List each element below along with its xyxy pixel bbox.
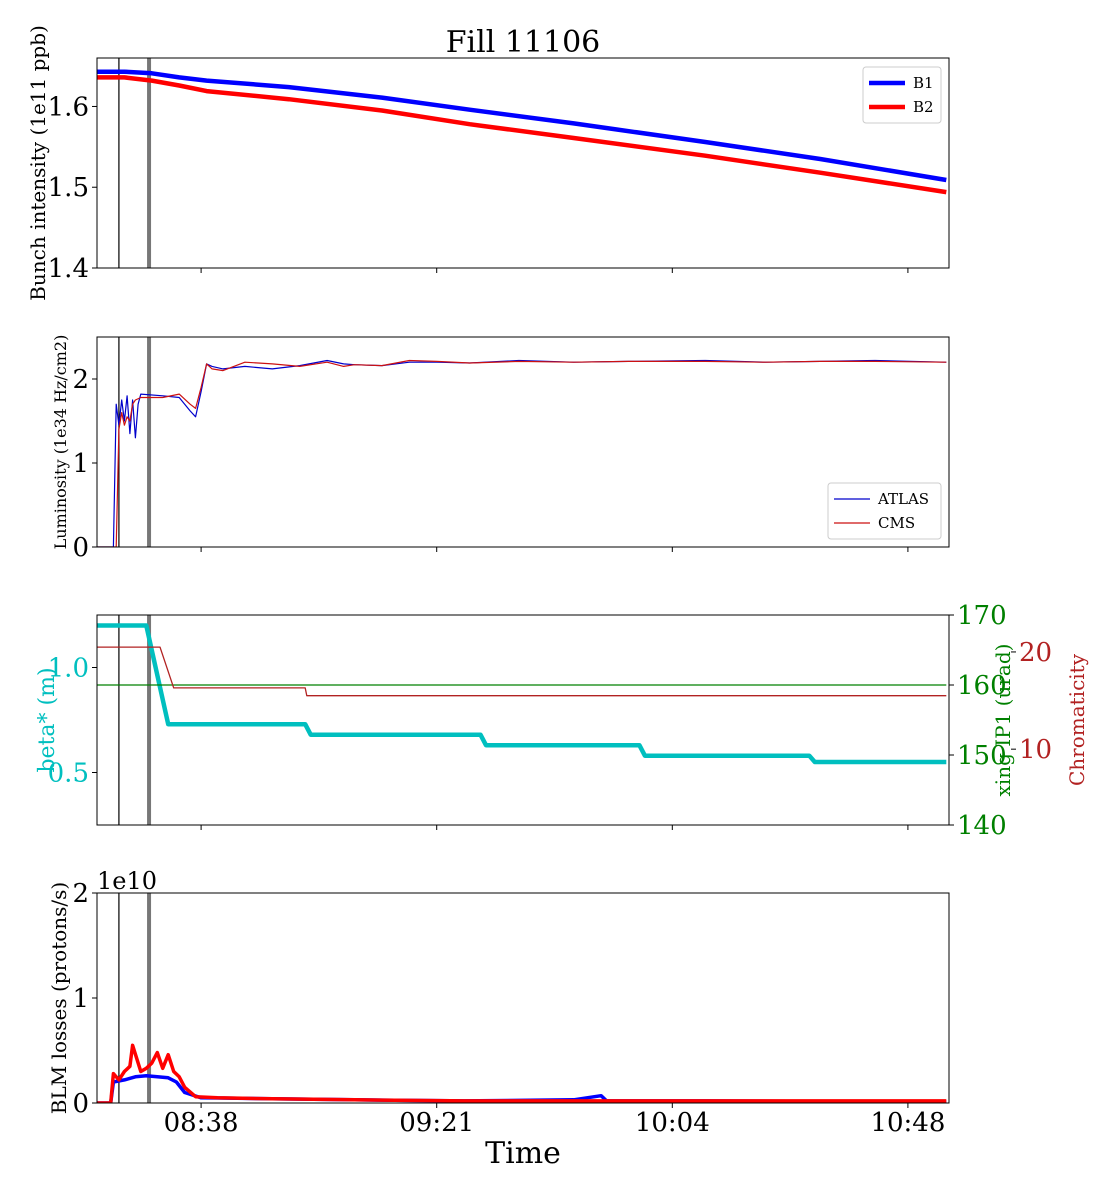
y-tick-label: 1.5 <box>48 173 89 203</box>
series-line-b1 <box>97 69 947 183</box>
legend-box <box>827 482 942 540</box>
y-tick-label: 1.0 <box>48 654 89 684</box>
series-line-beta- <box>97 623 947 765</box>
y-tick-label: 2 <box>72 365 89 395</box>
axes-frame <box>96 336 950 548</box>
plot-area <box>97 1043 947 1103</box>
y-tick-label: 1 <box>72 984 89 1014</box>
legend-label: CMS <box>878 514 915 532</box>
panel-4: 0 1 2 08:38 09:21 10:04 10:48 BLM losses (proto… <box>47 867 950 1138</box>
axes-frame <box>96 892 950 1104</box>
y3-axis-title: Chromaticity <box>1065 653 1089 786</box>
legend-label: ATLAS <box>877 490 929 508</box>
x-tick-label: 10:04 <box>635 1108 710 1138</box>
x-tick-label: 08:38 <box>164 1108 239 1138</box>
y-offset-text: 1e10 <box>97 867 157 895</box>
y-axis-title: Bunch intensity (1e11 ppb) <box>26 25 50 301</box>
plot-area <box>97 359 947 547</box>
figure-title: Fill 11106 <box>446 25 601 60</box>
y-tick-label: 0.5 <box>48 759 89 789</box>
y2-tick-label: 160 <box>957 671 1007 701</box>
y3-tick-label: 20 <box>1019 638 1052 668</box>
y-tick-label: 0 <box>72 533 89 563</box>
y-tick-label: 1 <box>72 449 89 479</box>
series-line-chromaticity <box>97 646 947 697</box>
series-line-atlas <box>97 359 947 547</box>
y2-tick-label: 150 <box>957 741 1007 771</box>
plot-area <box>97 623 947 765</box>
y-axis-title: BLM losses (protons/s) <box>47 882 71 1114</box>
y2-tick-label: 170 <box>957 601 1007 631</box>
series-line-cms <box>97 359 947 547</box>
x-tick-label: 10:48 <box>870 1108 945 1138</box>
y-axis-title: beta* (m) <box>35 667 60 772</box>
axes-frame <box>96 57 950 269</box>
axes-frame <box>96 614 950 826</box>
y2-tick-label: 140 <box>957 811 1007 841</box>
legend: ATLAS CMS <box>827 482 942 540</box>
series-line-b2 <box>97 1043 947 1103</box>
series-line-b2 <box>97 75 947 195</box>
x-tick-label: 09:21 <box>399 1108 474 1138</box>
y3-tick-label: 10 <box>1019 735 1052 765</box>
y-tick-label: 1.6 <box>48 92 89 122</box>
plot-area <box>97 69 947 195</box>
x-axis-title: Time <box>485 1136 561 1171</box>
legend-label: B2 <box>913 98 934 116</box>
legend-label: B1 <box>913 74 934 92</box>
y-tick-label: 2 <box>72 879 89 909</box>
y-tick-label: 0 <box>72 1089 89 1119</box>
y2-axis-title: xing IP1 (urad) <box>991 644 1015 797</box>
y-axis-title: Luminosity (1e34 Hz/cm2) <box>51 335 70 550</box>
y-tick-label: 1.4 <box>48 254 89 284</box>
